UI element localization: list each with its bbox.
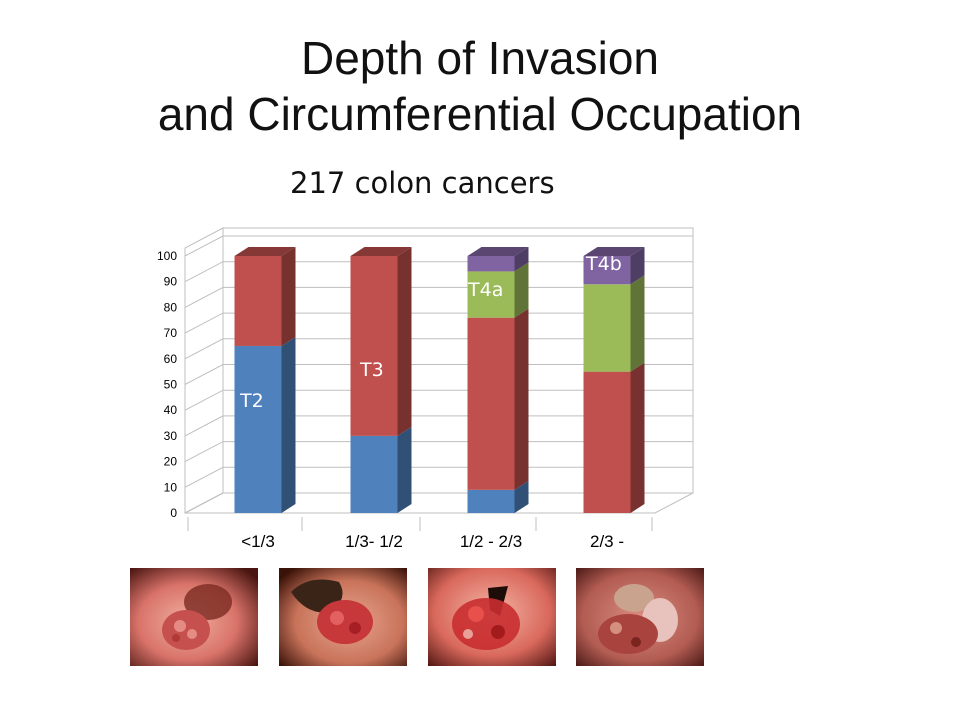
bar-segment-t3 (350, 256, 398, 436)
bar-side-t4a (630, 275, 645, 372)
y-tick-label: 30 (164, 429, 178, 443)
y-tick-label: 10 (164, 480, 178, 494)
gridline (184, 389, 693, 411)
bar-side-t3 (514, 308, 529, 490)
gridline (184, 338, 693, 360)
gridline (184, 441, 693, 463)
y-tick-label: 100 (157, 249, 177, 263)
bar-top-t4b (583, 247, 645, 256)
bar-segment-t4a (467, 271, 515, 318)
bar-side-t2 (514, 480, 529, 513)
gridline (184, 492, 693, 514)
bar-side-t2 (397, 426, 412, 513)
x-tick-label: 1/3- 1/2 (345, 532, 403, 551)
x-tick-label: 1/2 - 2/3 (460, 532, 522, 551)
y-tick-label: 70 (164, 326, 178, 340)
y-tick-label: 60 (164, 352, 178, 366)
series-label-t4a: T4a (467, 279, 503, 301)
title-line-1: Depth of Invasion (300, 32, 659, 84)
bar-side-t2 (281, 336, 296, 513)
bar-segment-t3 (467, 317, 515, 490)
gridline (184, 312, 693, 334)
bar-side-t4b (514, 247, 529, 272)
bar-segment-t4b (467, 256, 515, 272)
bar-segment-t2 (350, 435, 398, 513)
series-label-t4b: T4b (585, 253, 622, 275)
gridline (184, 286, 693, 308)
title-line-2: and Circumferential Occupation (157, 88, 803, 140)
bar-segment-t4a (583, 284, 631, 372)
chart-subtitle: 217 colon cancers (290, 166, 555, 200)
series-label-t2: T2 (239, 390, 264, 412)
y-tick-label: 80 (164, 300, 178, 314)
series-label-t3: T3 (359, 359, 384, 381)
y-tick-label: 20 (164, 455, 178, 469)
gridline (184, 415, 693, 437)
bar-side-t3 (281, 247, 296, 346)
bar-side-t4b (630, 247, 645, 285)
y-tick-label: 50 (164, 378, 178, 392)
y-tick-label: 0 (170, 506, 177, 520)
x-tick-label: 2/3 - (590, 532, 624, 551)
bar-side-t3 (630, 362, 645, 513)
gridline (184, 261, 693, 283)
gridline (184, 466, 693, 488)
bar-segment-t3 (234, 256, 282, 346)
bar-top-t3 (350, 247, 412, 256)
bar-segment-t2 (467, 489, 515, 513)
gridline (184, 235, 693, 257)
bar-segment-t2 (234, 345, 282, 513)
bar-top-t3 (234, 247, 296, 256)
bar-segment-t4b (583, 256, 631, 285)
bar-segment-t3 (583, 371, 631, 513)
x-tick-label: <1/3 (241, 532, 275, 551)
slide-title: Depth of Invasion and Circumferential Oc… (0, 30, 960, 142)
gridline (184, 364, 693, 385)
bar-side-t3 (397, 247, 412, 436)
bar-side-t4a (514, 262, 529, 318)
y-tick-label: 40 (164, 403, 178, 417)
y-tick-label: 90 (164, 275, 178, 289)
bar-top-t4b (467, 247, 529, 256)
